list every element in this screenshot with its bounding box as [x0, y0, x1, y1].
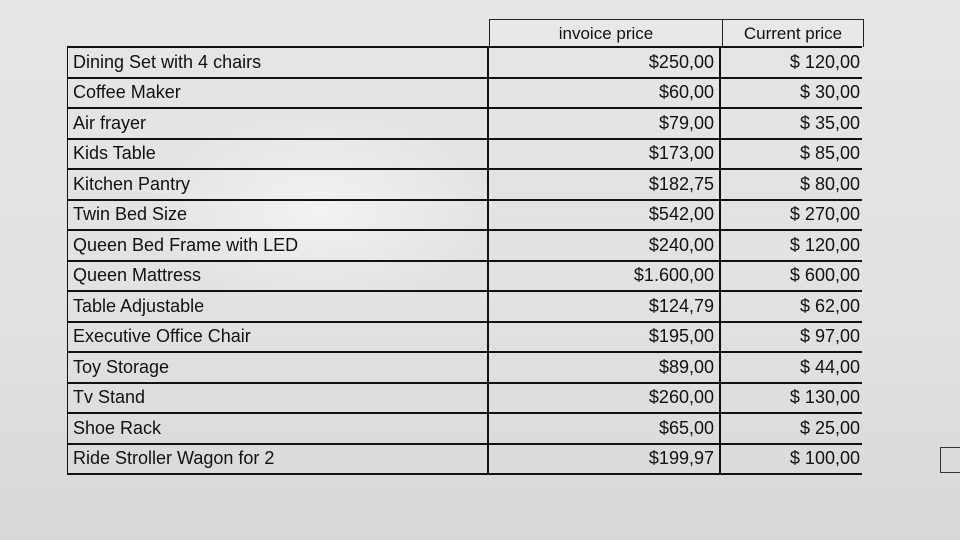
price-table: Dining Set with 4 chairs $250,00 $ 120,00 C… [67, 46, 862, 475]
invoice-price-cell[interactable]: $65,00 [489, 414, 721, 443]
header-current-price[interactable]: Current price [743, 23, 843, 43]
item-name-cell[interactable]: Queen Mattress [67, 261, 489, 290]
current-price-cell[interactable]: $ 85,00 [799, 143, 860, 164]
item-name-cell[interactable]: Twin Bed Size [67, 200, 489, 229]
invoice-price-cell[interactable]: $89,00 [489, 353, 721, 382]
item-name-cell[interactable]: Shoe Rack [67, 414, 489, 443]
invoice-price-cell[interactable]: $173,00 [489, 139, 721, 168]
invoice-price-cell[interactable]: $79,00 [489, 109, 721, 138]
item-name-cell[interactable]: Queen Bed Frame with LED [67, 231, 489, 260]
item-name-cell[interactable]: Tv Stand [67, 383, 489, 412]
table-row: Queen Mattress $1.600,00 $ 600,00 [67, 261, 862, 292]
table-row: Kitchen Pantry $182,75 $ 80,00 [67, 170, 862, 201]
invoice-price-cell[interactable]: $60,00 [489, 78, 721, 107]
invoice-price-cell[interactable]: $250,00 [489, 48, 721, 77]
invoice-price-cell[interactable]: $182,75 [489, 170, 721, 199]
item-name-cell[interactable]: Kitchen Pantry [67, 170, 489, 199]
current-price-cell[interactable]: $ 600,00 [789, 265, 860, 286]
item-name-cell[interactable]: Air frayer [67, 109, 489, 138]
table-header: invoice price Current price [489, 19, 864, 47]
table-row: Table Adjustable $124,79 $ 62,00 [67, 292, 862, 323]
invoice-price-cell[interactable]: $195,00 [489, 322, 721, 351]
current-price-cell[interactable]: $ 120,00 [789, 234, 860, 255]
current-price-cell[interactable]: $ 25,00 [799, 417, 860, 438]
current-price-cell[interactable]: $ 120,00 [789, 51, 860, 72]
table-row: Dining Set with 4 chairs $250,00 $ 120,00 [67, 48, 862, 79]
table-row: Toy Storage $89,00 $ 44,00 [67, 353, 862, 384]
current-price-cell[interactable]: $ 100,00 [789, 448, 860, 469]
item-name-cell[interactable]: Toy Storage [67, 353, 489, 382]
table-row: Ride Stroller Wagon for 2 $199,97 $ 100,00 [67, 444, 862, 475]
table-row: Executive Office Chair $195,00 $ 97,00 [67, 322, 862, 353]
table-row: Air frayer $79,00 $ 35,00 [67, 109, 862, 140]
table-row: Kids Table $173,00 $ 85,00 [67, 139, 862, 170]
current-price-cell[interactable]: $ 130,00 [789, 387, 860, 408]
current-price-cell[interactable]: $ 35,00 [799, 112, 860, 133]
partial-cell[interactable] [940, 447, 960, 473]
table-row: Tv Stand $260,00 $ 130,00 [67, 383, 862, 414]
current-price-cell[interactable]: $ 270,00 [789, 204, 860, 225]
item-name-cell[interactable]: Coffee Maker [67, 78, 489, 107]
invoice-price-cell[interactable]: $260,00 [489, 383, 721, 412]
item-name-cell[interactable]: Table Adjustable [67, 292, 489, 321]
current-price-cell[interactable]: $ 30,00 [799, 82, 860, 103]
table-row: Coffee Maker $60,00 $ 30,00 [67, 78, 862, 109]
item-name-cell[interactable]: Kids Table [67, 139, 489, 168]
header-invoice-price[interactable]: invoice price [490, 20, 723, 47]
invoice-price-cell[interactable]: $199,97 [489, 444, 721, 473]
current-price-cell[interactable]: $ 97,00 [799, 326, 860, 347]
item-name-cell[interactable]: Executive Office Chair [67, 322, 489, 351]
current-price-cell[interactable]: $ 80,00 [799, 173, 860, 194]
current-price-cell[interactable]: $ 62,00 [799, 295, 860, 316]
current-price-cell[interactable]: $ 44,00 [799, 356, 860, 377]
table-row: Twin Bed Size $542,00 $ 270,00 [67, 200, 862, 231]
item-name-cell[interactable]: Dining Set with 4 chairs [67, 48, 489, 77]
invoice-price-cell[interactable]: $124,79 [489, 292, 721, 321]
item-name-cell[interactable]: Ride Stroller Wagon for 2 [67, 444, 489, 473]
table-row: Queen Bed Frame with LED $240,00 $ 120,00 [67, 231, 862, 262]
invoice-price-cell[interactable]: $240,00 [489, 231, 721, 260]
invoice-price-cell[interactable]: $542,00 [489, 200, 721, 229]
table-row: Shoe Rack $65,00 $ 25,00 [67, 414, 862, 445]
invoice-price-cell[interactable]: $1.600,00 [489, 261, 721, 290]
